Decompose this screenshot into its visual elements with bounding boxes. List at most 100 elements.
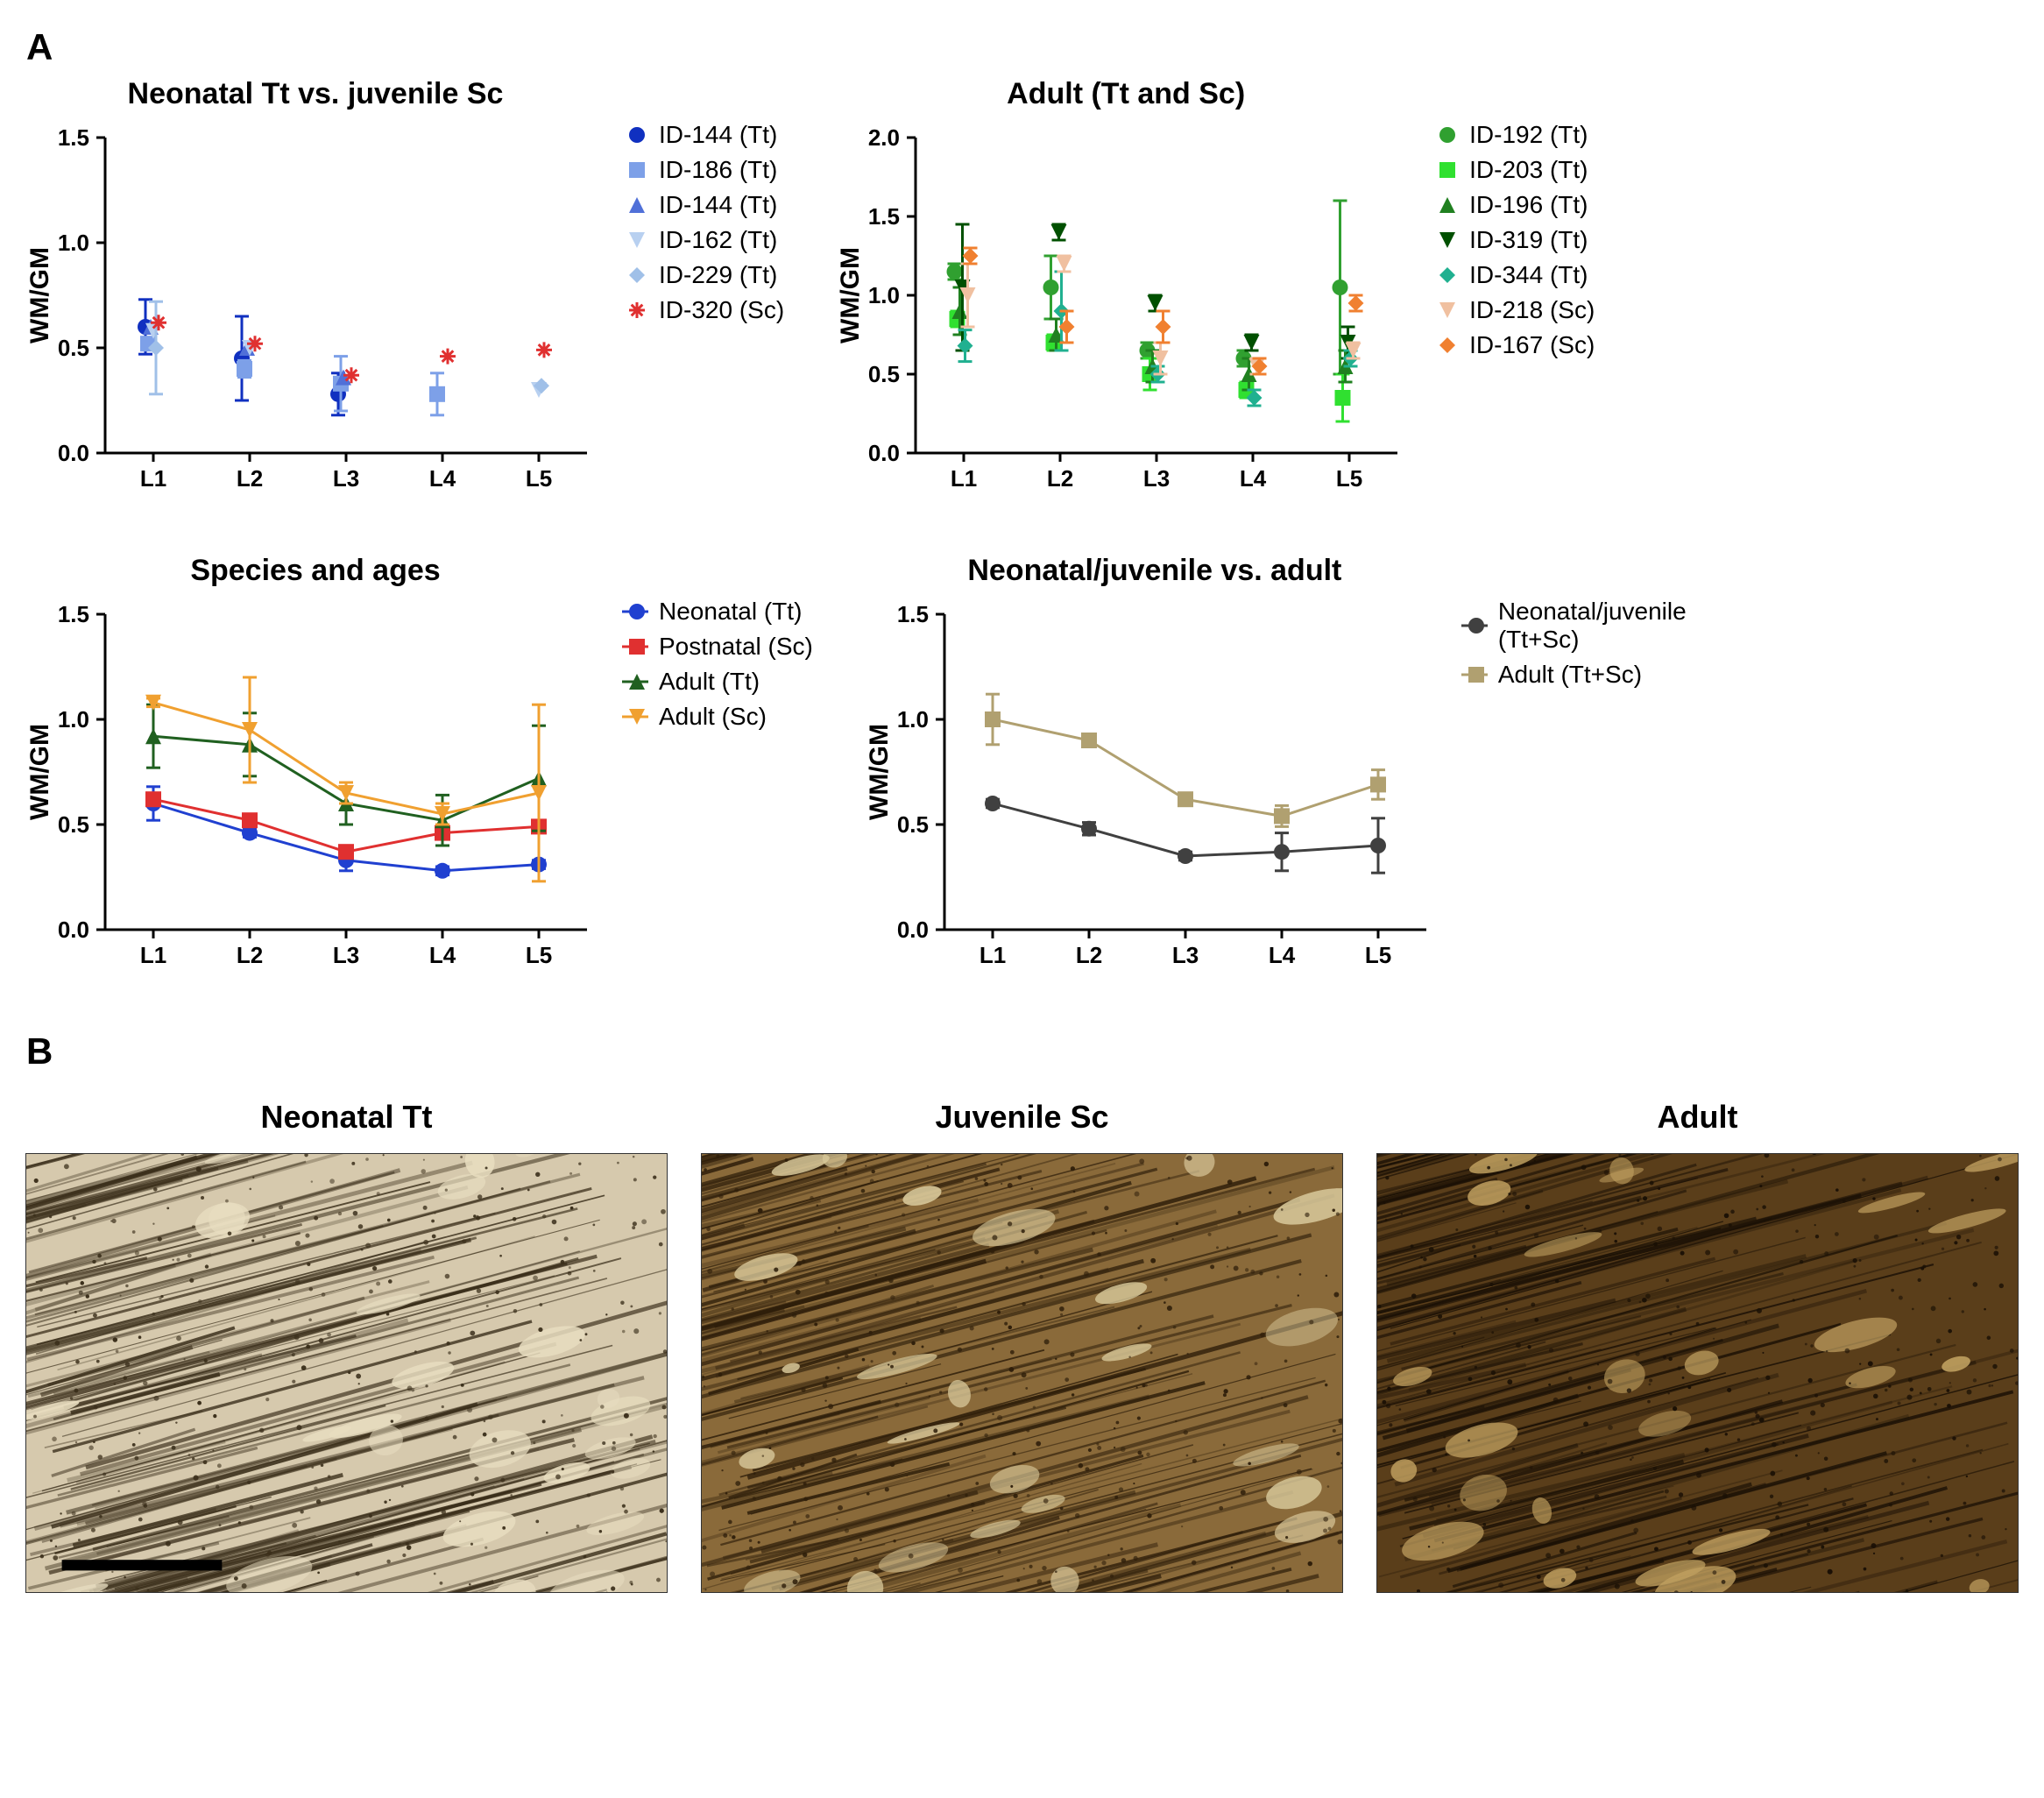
micrograph-title: Juvenile Sc (935, 1099, 1108, 1136)
chart-row-1: Neonatal Tt vs. juvenile Sc 0.0 0.5 1.0 1.5… (26, 77, 2018, 510)
legend-label: ID-203 (Tt) (1469, 156, 1588, 184)
svg-text:L3: L3 (333, 942, 359, 968)
legend-item: ID-186 (Tt) (622, 156, 784, 184)
svg-text:L5: L5 (526, 942, 552, 968)
legend-label: ID-319 (Tt) (1469, 226, 1588, 254)
legend-label: ID-144 (Tt) (659, 191, 777, 219)
legend-swatch (622, 157, 648, 183)
legend-swatch (1432, 157, 1459, 183)
legend-item: ID-196 (Tt) (1432, 191, 1595, 219)
svg-text:0.0: 0.0 (58, 440, 89, 466)
svg-text:L4: L4 (429, 465, 456, 492)
chart-a2-legend: ID-192 (Tt) ID-203 (Tt) ID-196 (Tt) ID-319 … (1432, 121, 1595, 366)
svg-text:1.0: 1.0 (868, 282, 900, 308)
micrograph-block: Juvenile Sc (702, 1099, 1342, 1593)
chart-a3-block: Species and ages 0.00.51.01.5L1L2L3L4L5W… (26, 554, 813, 987)
legend-item: Adult (Sc) (622, 703, 813, 731)
legend-swatch (1432, 192, 1459, 218)
legend-label: Adult (Sc) (659, 703, 767, 731)
svg-text:L4: L4 (429, 942, 456, 968)
svg-text:L1: L1 (980, 942, 1006, 968)
svg-text:1.5: 1.5 (868, 203, 900, 230)
legend-label: Adult (Tt+Sc) (1498, 661, 1642, 689)
legend-swatch (622, 227, 648, 253)
legend-swatch (622, 262, 648, 288)
svg-text:1.5: 1.5 (58, 601, 89, 627)
chart-a3-legend: Neonatal (Tt)Postnatal (Sc)Adult (Tt)Adu… (622, 598, 813, 738)
legend-label: ID-218 (Sc) (1469, 296, 1595, 324)
svg-text:1.0: 1.0 (897, 706, 929, 733)
svg-text:L1: L1 (951, 465, 977, 492)
legend-swatch (622, 634, 648, 660)
legend-swatch (622, 192, 648, 218)
legend-label: Postnatal (Sc) (659, 633, 813, 661)
svg-text:0.5: 0.5 (868, 361, 900, 387)
panel-a-label: A (26, 26, 2018, 68)
chart-a3-title: Species and ages (26, 554, 605, 588)
legend-label: ID-320 (Sc) (659, 296, 784, 324)
svg-text:L2: L2 (1047, 465, 1073, 492)
svg-text:0.5: 0.5 (897, 811, 929, 838)
chart-a1-svg: 0.00.51.01.5L1L2L3L4L5WM/GM (26, 120, 605, 506)
chart-a2-svg: 0.00.51.01.52.0L1L2L3L4L5WM/GM (837, 120, 1415, 506)
legend-item: Neonatal (Tt) (622, 598, 813, 626)
legend-swatch (1432, 122, 1459, 148)
legend-label: ID-162 (Tt) (659, 226, 777, 254)
legend-swatch (622, 704, 648, 730)
legend-item: ID-229 (Tt) (622, 261, 784, 289)
chart-a1-block: Neonatal Tt vs. juvenile Sc 0.00.51.01.5… (26, 77, 784, 510)
svg-text:0.5: 0.5 (58, 811, 89, 838)
svg-text:WM/GM: WM/GM (26, 724, 54, 820)
chart-a4-title: Neonatal/juvenile vs. adult (866, 554, 1444, 588)
svg-text:L3: L3 (1172, 942, 1199, 968)
legend-item: ID-319 (Tt) (1432, 226, 1595, 254)
legend-label: ID-192 (Tt) (1469, 121, 1588, 149)
chart-row-2: Species and ages 0.0 0.5 1.0 1.5 L1 L2 L3 L4 L5 W… (26, 554, 2018, 987)
svg-text:L3: L3 (1143, 465, 1170, 492)
micrograph-image (1376, 1153, 2019, 1593)
svg-text:L1: L1 (140, 942, 166, 968)
svg-text:1.0: 1.0 (58, 706, 89, 733)
legend-item: ID-144 (Tt) (622, 191, 784, 219)
legend-label: ID-144 (Tt) (659, 121, 777, 149)
legend-swatch (622, 122, 648, 148)
legend-swatch (1432, 332, 1459, 358)
legend-label: ID-167 (Sc) (1469, 331, 1595, 359)
legend-label: ID-186 (Tt) (659, 156, 777, 184)
svg-text:2.0: 2.0 (868, 124, 900, 151)
panel-b-label: B (26, 1030, 2018, 1072)
svg-text:L1: L1 (140, 465, 166, 492)
chart-a4-legend: Neonatal/juvenile (Tt+Sc) Adult (Tt+Sc) (1461, 598, 1687, 696)
svg-text:L2: L2 (1076, 942, 1102, 968)
svg-text:L5: L5 (1365, 942, 1391, 968)
svg-text:L2: L2 (237, 465, 263, 492)
svg-text:0.0: 0.0 (58, 917, 89, 943)
legend-label: ID-196 (Tt) (1469, 191, 1588, 219)
micrograph-image (701, 1153, 1343, 1593)
legend-swatch (1432, 297, 1459, 323)
legend-item: ID-167 (Sc) (1432, 331, 1595, 359)
legend-swatch (1461, 662, 1488, 688)
legend-label: ID-344 (Tt) (1469, 261, 1588, 289)
micrograph-title: Neonatal Tt (260, 1099, 432, 1136)
legend-item: ID-320 (Sc) (622, 296, 784, 324)
svg-text:0.0: 0.0 (868, 440, 900, 466)
micrograph-block: Neonatal Tt (26, 1099, 667, 1593)
svg-text:0.5: 0.5 (58, 335, 89, 361)
svg-text:L5: L5 (1336, 465, 1362, 492)
legend-label: Neonatal/juvenile (Tt+Sc) (1498, 598, 1687, 654)
micrograph-title: Adult (1658, 1099, 1738, 1136)
svg-text:0.0: 0.0 (897, 917, 929, 943)
chart-a2-block: Adult (Tt and Sc) 0.0 0.5 1.0 1.5 2.0 L1 L2 L3 L… (837, 77, 1595, 510)
legend-item: ID-203 (Tt) (1432, 156, 1595, 184)
legend-item: ID-162 (Tt) (622, 226, 784, 254)
chart-a4-svg: 0.00.51.01.5L1L2L3L4L5WM/GM (866, 597, 1444, 982)
svg-text:1.5: 1.5 (897, 601, 929, 627)
chart-a1-title: Neonatal Tt vs. juvenile Sc (26, 77, 605, 111)
svg-text:L3: L3 (333, 465, 359, 492)
legend-swatch (622, 598, 648, 625)
svg-text:L5: L5 (526, 465, 552, 492)
legend-item: ID-218 (Sc) (1432, 296, 1595, 324)
chart-a2-title: Adult (Tt and Sc) (837, 77, 1415, 111)
image-row: Neonatal Tt Juvenile Sc Adult (26, 1099, 2018, 1593)
